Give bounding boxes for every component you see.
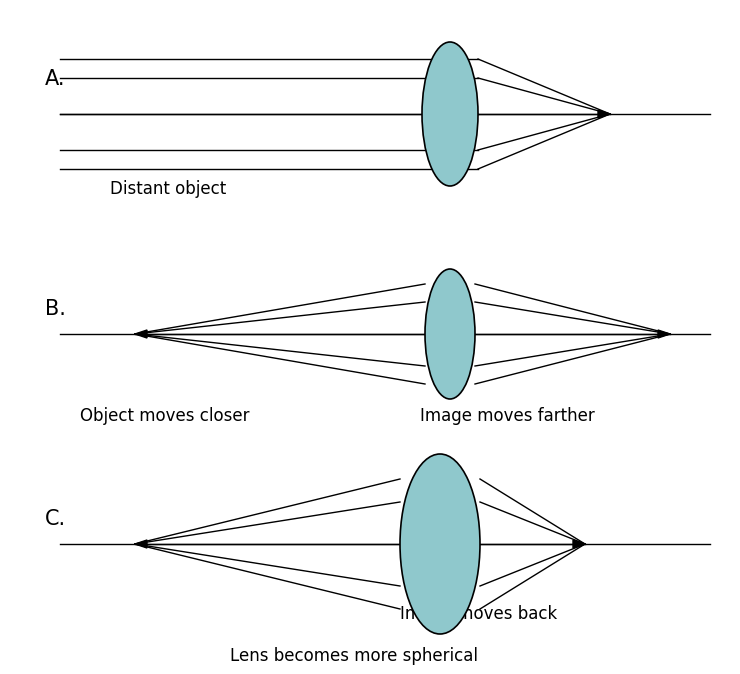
Text: Distant object: Distant object	[110, 180, 226, 198]
Polygon shape	[135, 540, 147, 548]
Text: Object moves closer: Object moves closer	[80, 407, 249, 425]
Ellipse shape	[422, 42, 478, 186]
Text: B.: B.	[45, 299, 66, 319]
Polygon shape	[658, 330, 670, 338]
Text: A.: A.	[45, 69, 66, 89]
Text: Lens becomes more spherical: Lens becomes more spherical	[230, 647, 478, 665]
Text: Image moves back: Image moves back	[400, 605, 557, 623]
Polygon shape	[135, 330, 147, 338]
Text: Image moves farther: Image moves farther	[420, 407, 595, 425]
Polygon shape	[598, 110, 610, 118]
Text: C.: C.	[45, 509, 66, 529]
Polygon shape	[573, 540, 585, 548]
Ellipse shape	[400, 454, 480, 634]
Ellipse shape	[425, 269, 475, 399]
